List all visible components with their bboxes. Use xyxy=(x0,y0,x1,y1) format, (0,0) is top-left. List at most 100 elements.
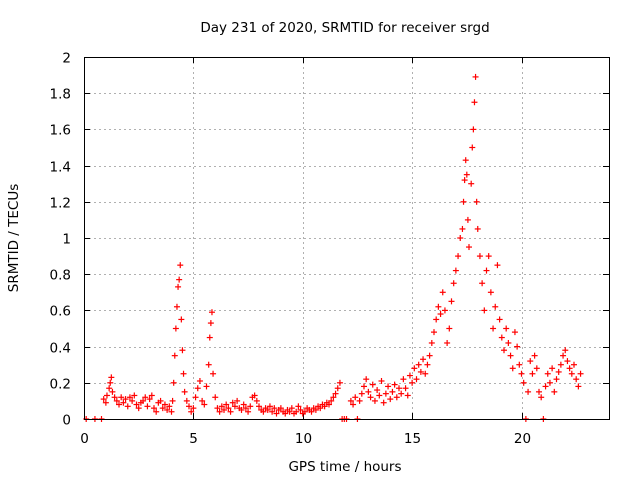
data-point xyxy=(144,403,151,410)
data-point xyxy=(566,365,573,372)
data-point xyxy=(483,267,490,274)
data-point xyxy=(501,347,507,354)
y-tick-label: 1.6 xyxy=(50,123,71,139)
x-axis-tick-labels: 0 5 10 15 20 xyxy=(80,431,531,447)
data-point xyxy=(177,262,184,269)
data-point xyxy=(398,390,405,397)
data-point xyxy=(473,198,480,205)
data-point xyxy=(178,316,185,323)
y-tick-label: 1 xyxy=(62,232,71,248)
data-point xyxy=(468,180,475,187)
data-point xyxy=(448,298,455,305)
data-point xyxy=(166,403,173,410)
grid-lines xyxy=(84,57,609,419)
data-point xyxy=(466,244,472,251)
data-point xyxy=(253,397,260,404)
data-point xyxy=(365,388,372,395)
data-point xyxy=(516,361,523,368)
data-point xyxy=(476,253,483,260)
data-point xyxy=(424,361,431,368)
data-point xyxy=(216,408,223,415)
data-point xyxy=(431,329,437,336)
data-point xyxy=(205,361,212,368)
data-point xyxy=(312,406,319,413)
data-point xyxy=(131,392,138,399)
data-point xyxy=(492,303,499,310)
data-point xyxy=(525,388,532,395)
data-point xyxy=(452,267,459,274)
data-point xyxy=(549,365,556,372)
data-point xyxy=(446,325,453,332)
data-point xyxy=(171,352,178,359)
data-point xyxy=(542,383,549,390)
data-point xyxy=(560,352,567,359)
data-point xyxy=(577,370,584,377)
data-point xyxy=(462,157,469,164)
data-point xyxy=(428,339,435,346)
data-point xyxy=(472,73,479,80)
data-point xyxy=(179,347,186,354)
data-point xyxy=(352,394,359,401)
data-point xyxy=(544,370,551,377)
data-point xyxy=(271,405,278,412)
data-point xyxy=(293,408,300,415)
data-point xyxy=(161,401,168,408)
data-point xyxy=(186,403,192,410)
y-tick-label: 1.8 xyxy=(50,87,71,103)
data-point xyxy=(557,361,564,368)
data-point xyxy=(385,383,392,390)
data-point xyxy=(129,397,136,404)
data-point xyxy=(282,410,289,417)
y-tick-label: 0.2 xyxy=(50,377,71,393)
data-point xyxy=(420,356,427,363)
data-point xyxy=(159,405,166,412)
data-point xyxy=(251,392,258,399)
data-point xyxy=(135,405,142,412)
data-point xyxy=(411,365,418,372)
data-point xyxy=(518,370,525,377)
data-point xyxy=(450,280,457,287)
data-point xyxy=(461,177,468,184)
data-point xyxy=(108,374,115,381)
data-point xyxy=(124,403,131,410)
data-point xyxy=(146,396,153,403)
data-point xyxy=(126,394,133,401)
data-point xyxy=(247,403,254,410)
x-tick-label: 20 xyxy=(514,431,531,447)
data-point xyxy=(479,280,486,287)
y-tick-label: 0.4 xyxy=(50,341,71,357)
data-point xyxy=(260,408,267,415)
data-point xyxy=(356,397,363,404)
data-point xyxy=(273,410,280,417)
x-axis-label: GPS time / hours xyxy=(288,459,401,475)
data-point xyxy=(376,392,383,399)
y-tick-label: 0 xyxy=(62,413,71,429)
data-point xyxy=(498,334,505,341)
data-point xyxy=(361,383,367,390)
data-point xyxy=(507,352,514,359)
data-point xyxy=(481,307,488,314)
data-point xyxy=(169,397,176,404)
data-point xyxy=(173,303,180,310)
data-point xyxy=(562,347,569,354)
data-point xyxy=(109,388,116,395)
data-point xyxy=(536,388,542,395)
data-point xyxy=(369,381,376,388)
data-point xyxy=(190,405,197,412)
data-point xyxy=(433,316,440,323)
data-point xyxy=(459,225,466,232)
data-point xyxy=(464,216,471,223)
data-point xyxy=(168,408,175,415)
data-point xyxy=(529,370,536,377)
data-point xyxy=(170,379,177,386)
data-point xyxy=(153,408,160,415)
data-point xyxy=(142,394,149,401)
data-point xyxy=(469,144,476,151)
data-point xyxy=(503,325,510,332)
data-point xyxy=(533,365,540,372)
data-point xyxy=(520,379,527,386)
data-point xyxy=(199,397,206,404)
data-point xyxy=(531,352,538,359)
data-point xyxy=(201,401,208,408)
